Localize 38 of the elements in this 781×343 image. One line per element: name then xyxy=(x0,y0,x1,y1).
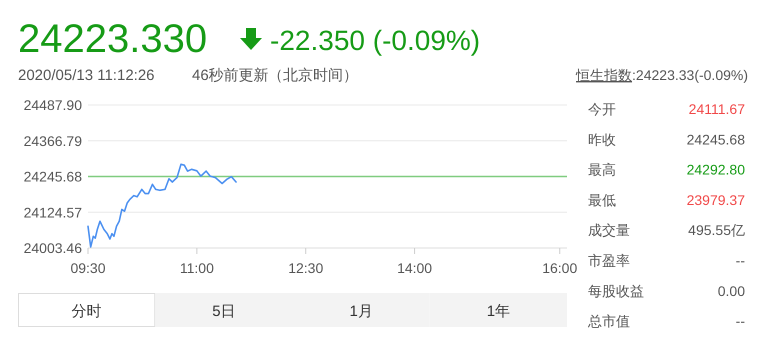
category-label: 每股收益 xyxy=(588,282,644,299)
category-label: 最低 xyxy=(588,192,616,208)
category-label: 市盈率 xyxy=(588,252,630,268)
text: :24223.33(-0.09%) xyxy=(632,67,748,83)
text: （北京时间） xyxy=(268,67,358,84)
text: -- xyxy=(736,313,745,330)
x-tick-label: 09:30 xyxy=(70,260,106,276)
line-series xyxy=(87,164,237,248)
y-tick-label: 24366.79 xyxy=(24,132,82,149)
category-label: 总市值 xyxy=(587,313,630,330)
text: 24292.80 xyxy=(686,162,745,178)
x-tick-label: 16:00 xyxy=(542,260,578,276)
text: 0.00 xyxy=(718,282,745,299)
y-tick-label: 24487.90 xyxy=(24,97,82,113)
text: 1月 xyxy=(349,303,373,320)
text: 24245.68 xyxy=(686,131,745,148)
text: 24223.330 xyxy=(18,17,208,61)
y-tick-label: 24245.68 xyxy=(24,168,82,184)
text: 24111.67 xyxy=(688,101,745,117)
category-label: 昨收 xyxy=(588,131,616,148)
category-label: 最高 xyxy=(588,162,616,178)
x-tick-label: 14:00 xyxy=(397,260,432,276)
text: -22.350 (-0.09%) xyxy=(270,25,480,56)
text: 5日 xyxy=(212,303,236,320)
text: 1年 xyxy=(486,303,510,320)
x-tick-label: 11:00 xyxy=(180,260,214,276)
category-label: 今开 xyxy=(588,101,616,117)
y-tick-label: 24003.46 xyxy=(24,240,82,256)
text: 46秒前更新 xyxy=(192,67,269,84)
text: 23979.37 xyxy=(686,192,745,208)
text: 2020/05/13 11:12:26 xyxy=(18,67,155,84)
text: 495.55亿 xyxy=(688,222,745,238)
text: 分时 xyxy=(72,303,102,320)
x-tick-label: 12:30 xyxy=(288,260,324,276)
y-tick-label: 24124.57 xyxy=(24,204,82,220)
text: -- xyxy=(736,252,745,268)
text: 恒生指数 xyxy=(575,67,632,83)
category-label: 成交量 xyxy=(588,222,630,238)
